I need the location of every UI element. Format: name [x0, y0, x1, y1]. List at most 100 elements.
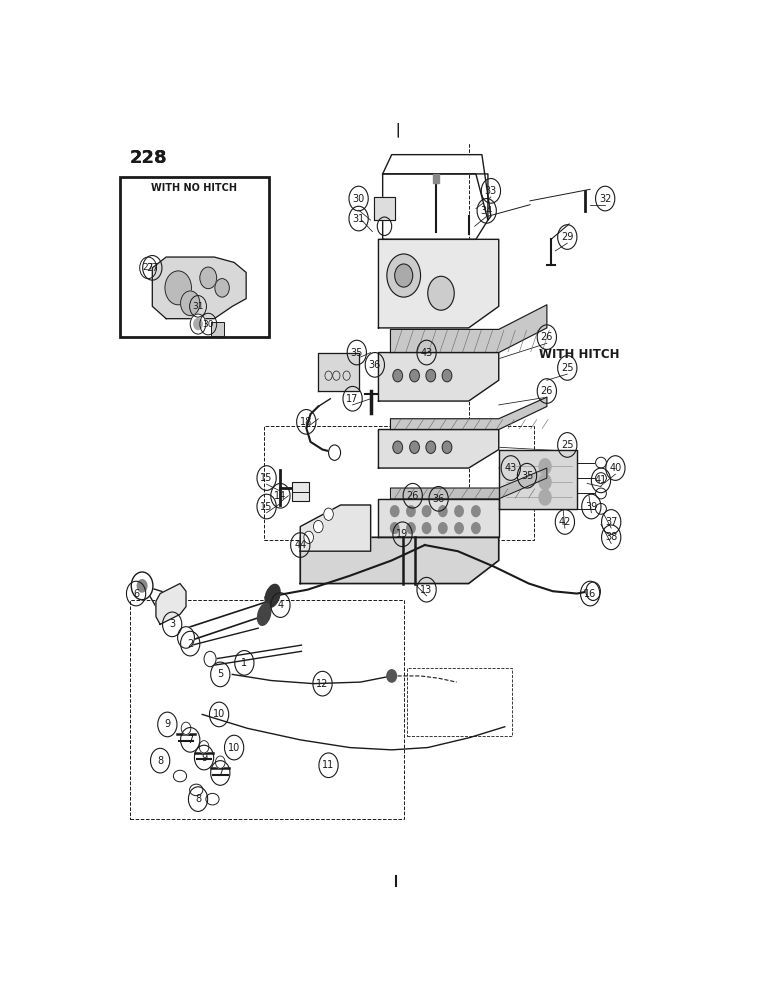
- Text: WITH NO HITCH: WITH NO HITCH: [151, 183, 237, 193]
- Text: 27: 27: [146, 263, 158, 273]
- Text: 32: 32: [599, 194, 611, 204]
- Text: 36: 36: [432, 494, 445, 504]
- Circle shape: [455, 523, 463, 533]
- Circle shape: [304, 531, 314, 544]
- Polygon shape: [152, 257, 246, 319]
- Text: 13: 13: [421, 585, 433, 595]
- Text: |: |: [396, 122, 400, 137]
- Text: 43: 43: [504, 463, 517, 473]
- Text: 15: 15: [261, 473, 273, 483]
- Circle shape: [314, 520, 323, 533]
- Polygon shape: [379, 239, 499, 328]
- Text: 33: 33: [485, 186, 497, 196]
- Circle shape: [407, 523, 415, 533]
- Text: 44: 44: [294, 540, 307, 550]
- Circle shape: [324, 508, 334, 520]
- Text: 7: 7: [217, 768, 223, 778]
- Circle shape: [407, 506, 415, 517]
- Polygon shape: [379, 499, 499, 537]
- Circle shape: [442, 369, 452, 382]
- Text: 8: 8: [157, 756, 163, 766]
- Text: 27: 27: [143, 263, 154, 272]
- Text: 228: 228: [130, 149, 168, 167]
- Circle shape: [190, 314, 206, 334]
- Text: 26: 26: [407, 491, 419, 501]
- Circle shape: [426, 441, 435, 453]
- Text: 31: 31: [352, 214, 365, 224]
- Text: 9: 9: [201, 753, 207, 763]
- Circle shape: [194, 319, 203, 329]
- Polygon shape: [300, 505, 371, 551]
- Circle shape: [393, 369, 403, 382]
- Text: 26: 26: [541, 386, 553, 396]
- Text: 18: 18: [300, 417, 313, 427]
- Circle shape: [395, 264, 413, 287]
- Bar: [264, 426, 534, 540]
- Ellipse shape: [206, 793, 219, 805]
- Bar: [407, 668, 512, 736]
- Text: 40: 40: [609, 463, 622, 473]
- Circle shape: [438, 506, 447, 517]
- Ellipse shape: [258, 603, 271, 625]
- Circle shape: [539, 490, 551, 505]
- Circle shape: [442, 441, 452, 453]
- Text: |: |: [396, 122, 400, 137]
- Circle shape: [455, 506, 463, 517]
- Text: 7: 7: [187, 735, 193, 745]
- Text: 37: 37: [605, 517, 618, 527]
- Text: 11: 11: [322, 760, 334, 770]
- Circle shape: [426, 369, 435, 382]
- Circle shape: [390, 506, 399, 517]
- Text: 5: 5: [217, 669, 223, 679]
- Circle shape: [137, 580, 147, 592]
- Text: 10: 10: [228, 743, 241, 753]
- Ellipse shape: [595, 473, 606, 483]
- Circle shape: [422, 506, 431, 517]
- Text: 42: 42: [559, 517, 571, 527]
- Circle shape: [390, 523, 399, 533]
- Text: 29: 29: [561, 232, 573, 242]
- Text: 25: 25: [561, 440, 573, 450]
- Polygon shape: [390, 468, 547, 499]
- Circle shape: [410, 441, 419, 453]
- Ellipse shape: [173, 770, 186, 782]
- Polygon shape: [390, 305, 547, 353]
- Bar: [120, 177, 269, 337]
- Text: 41: 41: [595, 475, 607, 485]
- Polygon shape: [379, 430, 499, 468]
- Circle shape: [387, 670, 397, 682]
- Text: 15: 15: [261, 502, 273, 512]
- Text: 38: 38: [605, 532, 618, 542]
- Text: 8: 8: [195, 794, 201, 804]
- Circle shape: [215, 279, 230, 297]
- Polygon shape: [432, 174, 438, 183]
- Text: 39: 39: [585, 502, 598, 512]
- Circle shape: [387, 254, 421, 297]
- Text: 16: 16: [584, 589, 596, 599]
- Text: 12: 12: [317, 679, 329, 689]
- Circle shape: [428, 276, 454, 310]
- Circle shape: [181, 291, 200, 316]
- Text: 25: 25: [561, 363, 573, 373]
- Text: 10: 10: [213, 709, 225, 719]
- Text: 14: 14: [274, 491, 286, 501]
- Circle shape: [472, 523, 480, 533]
- Text: 3: 3: [169, 619, 175, 629]
- Text: 35: 35: [521, 471, 533, 481]
- Polygon shape: [318, 353, 359, 391]
- Text: 19: 19: [397, 529, 409, 539]
- Text: 43: 43: [421, 348, 433, 358]
- Text: 30: 30: [203, 320, 214, 329]
- Circle shape: [199, 741, 209, 753]
- Polygon shape: [156, 584, 186, 624]
- Ellipse shape: [595, 503, 606, 514]
- Text: 9: 9: [165, 719, 171, 729]
- Circle shape: [328, 445, 341, 460]
- Circle shape: [472, 506, 480, 517]
- Circle shape: [438, 523, 447, 533]
- Circle shape: [539, 459, 551, 474]
- Ellipse shape: [189, 784, 203, 796]
- Ellipse shape: [595, 457, 606, 468]
- Polygon shape: [383, 155, 491, 220]
- Text: 2: 2: [187, 639, 193, 649]
